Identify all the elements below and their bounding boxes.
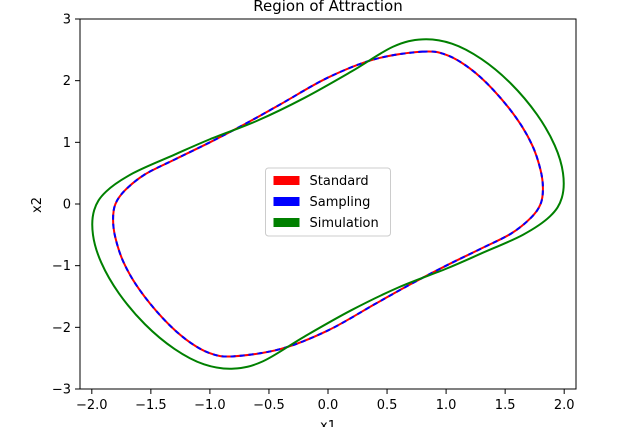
y-tick-label: −3 bbox=[52, 383, 71, 398]
y-tick-label: 2 bbox=[63, 74, 71, 89]
x-tick-label: −2.0 bbox=[76, 398, 108, 413]
series-line-simulation bbox=[91, 38, 565, 370]
x-tick-label: 0.0 bbox=[318, 398, 339, 413]
x-axis-label: x1 bbox=[320, 419, 336, 427]
legend: Standard Sampling Simulation bbox=[265, 167, 391, 237]
x-tick-label: 0.5 bbox=[377, 398, 398, 413]
legend-label-sampling: Sampling bbox=[310, 195, 371, 210]
y-tick-label: 1 bbox=[63, 136, 71, 151]
x-tick-label: −0.5 bbox=[253, 398, 285, 413]
x-tick-label: −1.5 bbox=[135, 398, 167, 413]
x-tick-label: 1.5 bbox=[495, 398, 516, 413]
legend-label-simulation: Simulation bbox=[310, 216, 379, 231]
y-axis: −3 −2 −1 0 1 2 3 bbox=[52, 13, 80, 398]
y-tick-label: 0 bbox=[63, 198, 71, 213]
legend-swatch-simulation bbox=[273, 218, 300, 227]
y-axis-label: x2 bbox=[30, 197, 45, 213]
y-tick-label: −2 bbox=[52, 321, 71, 336]
x-axis: −2.0 −1.5 −1.0 −0.5 0.0 0.5 1.0 1.5 2.0 bbox=[76, 389, 575, 413]
y-tick-label: −1 bbox=[52, 259, 71, 274]
x-tick-label: −1.0 bbox=[194, 398, 226, 413]
plot-area bbox=[91, 38, 565, 370]
chart-title: Region of Attraction bbox=[253, 0, 402, 15]
x-tick-label: 2.0 bbox=[554, 398, 575, 413]
y-tick-label: 3 bbox=[63, 13, 71, 28]
x-tick-label: 1.0 bbox=[436, 398, 457, 413]
series-line-sampling bbox=[112, 50, 544, 358]
legend-swatch-sampling bbox=[273, 197, 300, 206]
legend-swatch-standard bbox=[273, 176, 300, 185]
legend-label-standard: Standard bbox=[310, 174, 369, 189]
